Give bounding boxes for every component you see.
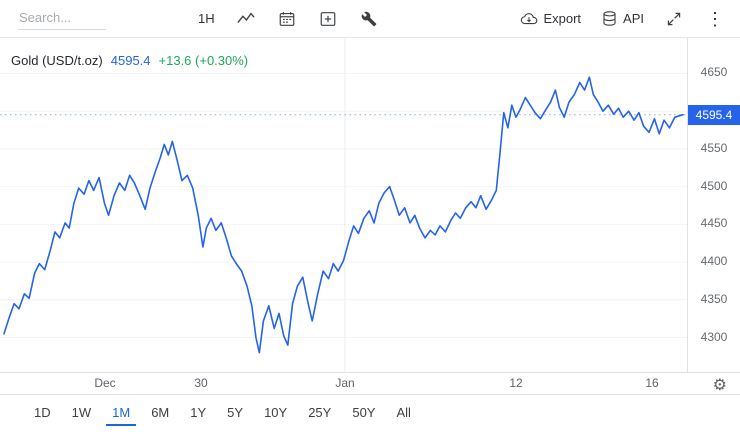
price-axis-label: 4350 [700, 291, 728, 306]
range-button-1m[interactable]: 1M [106, 402, 137, 426]
toolbar: 1H [0, 0, 740, 38]
time-axis-label: 16 [645, 376, 659, 390]
time-axis-label: Jan [335, 376, 355, 390]
more-menu-icon[interactable]: ⋮ [706, 8, 724, 29]
settings-gear-icon[interactable]: ⚙ [712, 377, 727, 394]
database-icon [603, 11, 616, 26]
export-button[interactable]: Export [520, 10, 581, 28]
time-axis-label: Dec [94, 376, 116, 390]
toolbar-right: Export API ⋮ [520, 9, 726, 29]
range-button-50y[interactable]: 50Y [346, 402, 381, 426]
range-button-6m[interactable]: 6M [145, 402, 175, 426]
time-axis-label: 30 [194, 376, 208, 390]
range-selector: 1D 1W 1M 6M 1Y 5Y 10Y 25Y 50Y All [0, 394, 740, 433]
range-button-all[interactable]: All [390, 402, 416, 426]
search-input[interactable] [18, 7, 106, 30]
range-button-1w[interactable]: 1W [66, 402, 98, 426]
api-label: API [623, 11, 644, 26]
tools-wrench-icon[interactable] [359, 9, 379, 29]
range-button-5y[interactable]: 5Y [221, 402, 249, 426]
price-axis-label: 4450 [700, 216, 728, 231]
range-button-1d[interactable]: 1D [28, 402, 57, 426]
range-button-25y[interactable]: 25Y [302, 402, 337, 426]
chart-type-icon[interactable] [236, 9, 256, 29]
chart-area: Gold (USD/t.oz) 4595.4 +13.6 (+0.30%) 43… [0, 38, 740, 373]
calendar-icon[interactable] [277, 9, 297, 29]
time-axis-label: 12 [509, 376, 523, 390]
price-axis-label: 4300 [700, 329, 728, 344]
price-axis-label: 4400 [700, 254, 728, 269]
fullscreen-icon[interactable] [664, 9, 684, 29]
add-indicator-icon[interactable] [318, 9, 338, 29]
price-chart[interactable] [0, 38, 688, 373]
range-button-10y[interactable]: 10Y [258, 402, 293, 426]
price-change: +13.6 (+0.30%) [158, 53, 249, 68]
range-button-1y[interactable]: 1Y [184, 402, 212, 426]
time-axis: Dec 30 Jan 12 16 [0, 373, 688, 394]
price-axis: 43004350440044504500455046004650 [688, 38, 740, 372]
export-label: Export [543, 11, 582, 26]
interval-selector[interactable]: 1H [198, 11, 215, 26]
chart-tools: 1H [198, 9, 379, 29]
instrument-name: Gold (USD/t.oz) [11, 53, 103, 68]
price-axis-label: 4500 [700, 178, 728, 193]
chart-header: Gold (USD/t.oz) 4595.4 +13.6 (+0.30%) [8, 52, 252, 69]
current-price-badge: 4595.4 [688, 104, 740, 125]
last-price: 4595.4 [110, 53, 151, 68]
price-axis-label: 4550 [700, 140, 728, 155]
api-button[interactable]: API [601, 10, 644, 27]
price-axis-label: 4650 [700, 65, 728, 80]
cloud-download-icon [521, 12, 538, 24]
